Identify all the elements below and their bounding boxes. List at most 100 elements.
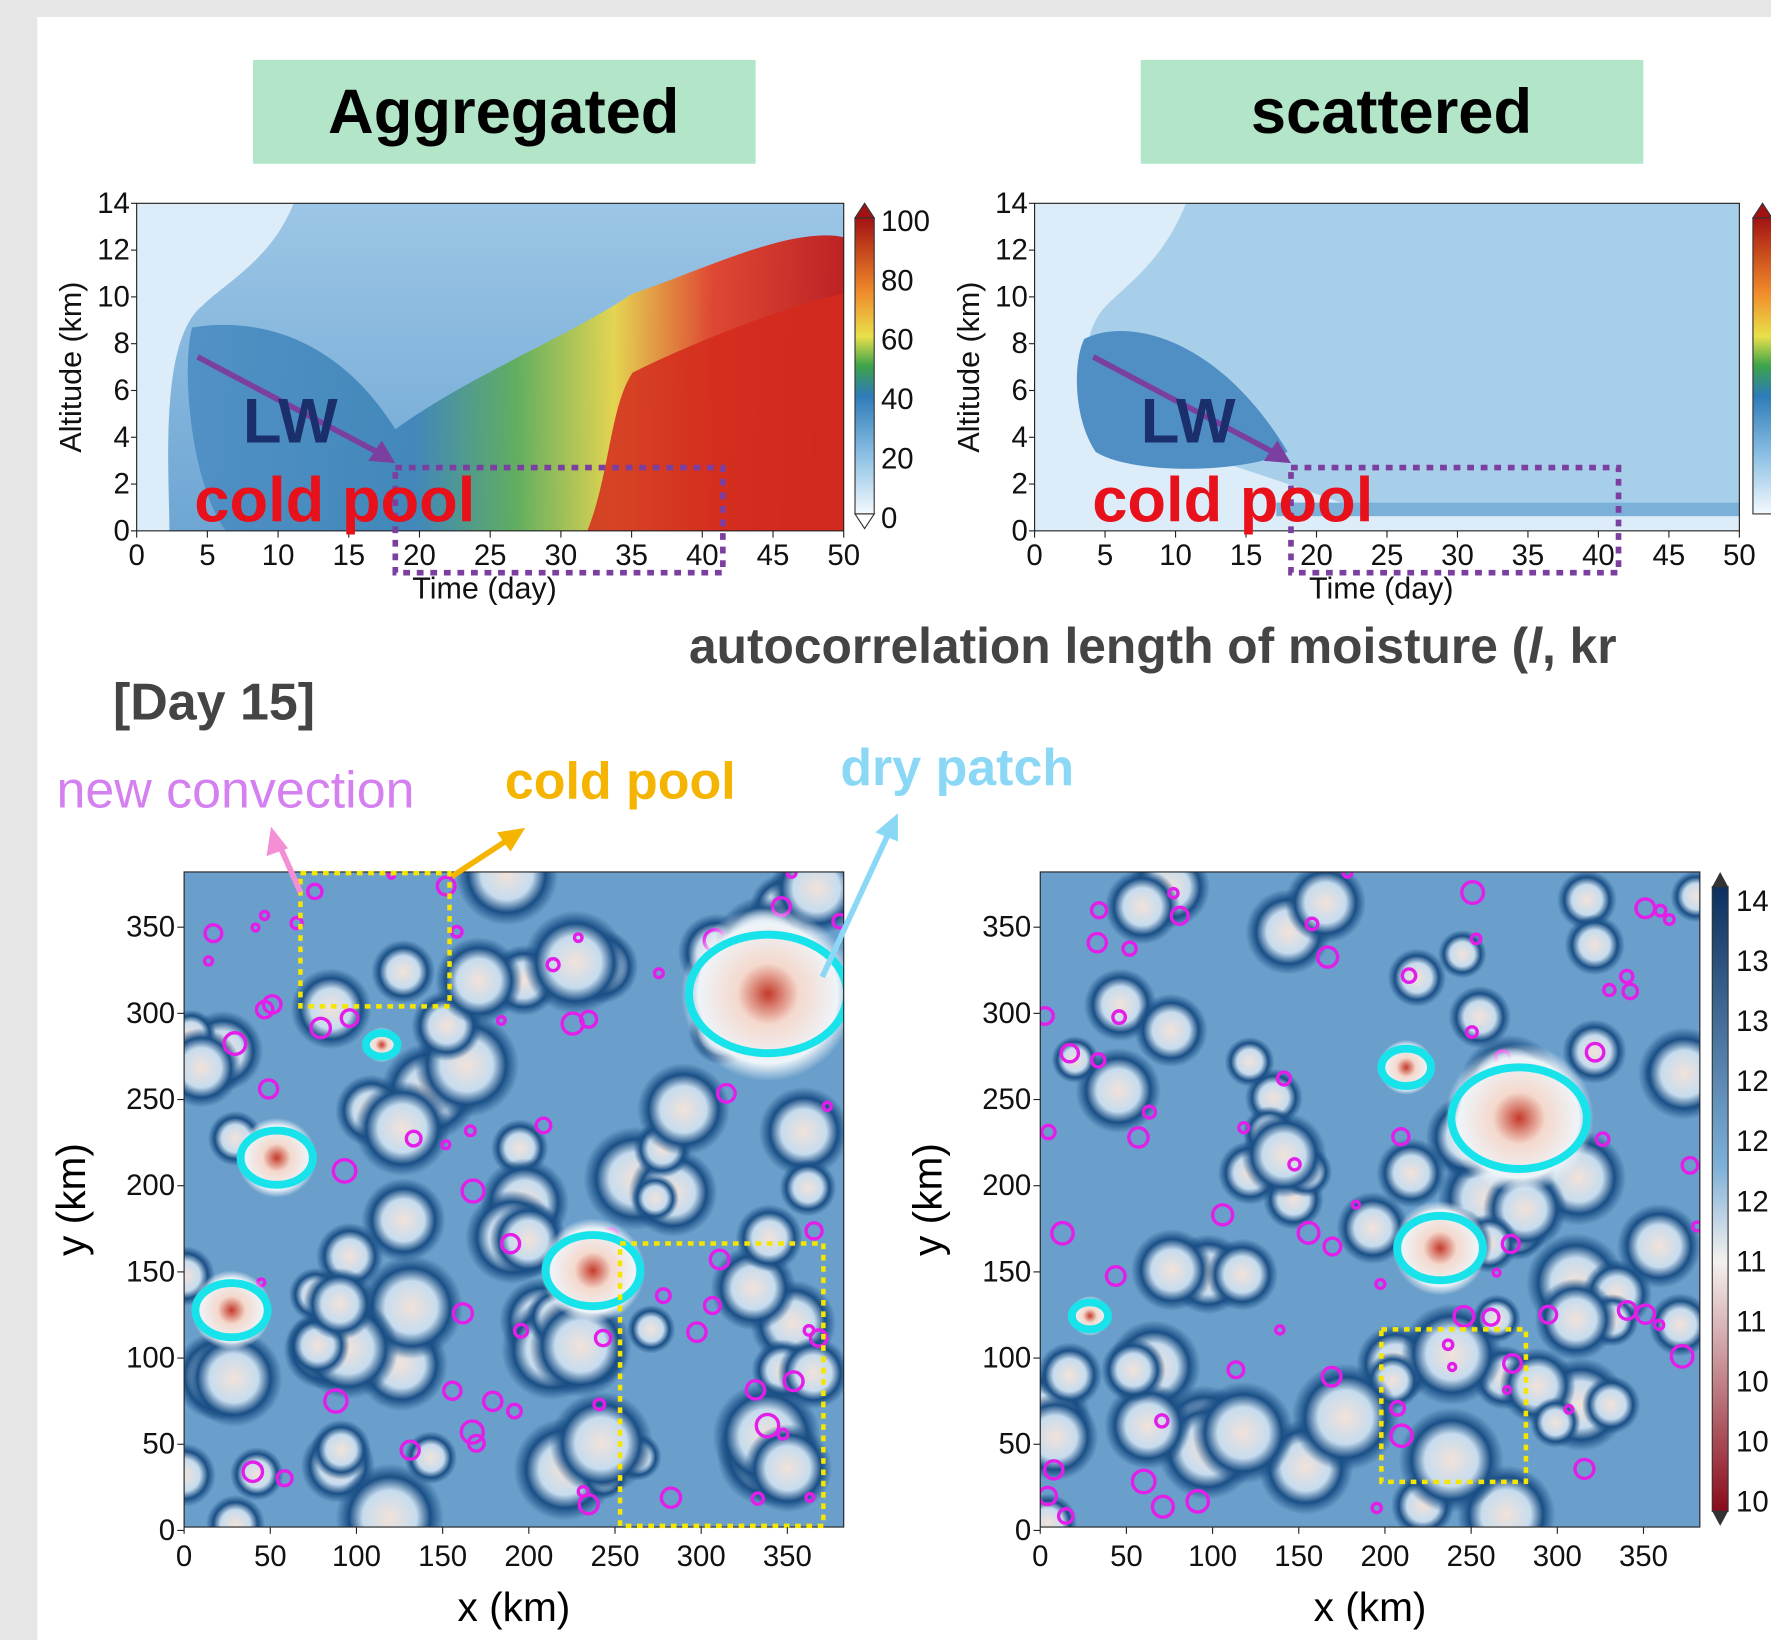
moisture-map	[184, 871, 844, 1528]
y-tick-label: 250	[126, 1083, 175, 1116]
moist-cell	[185, 1329, 283, 1427]
convection	[1400, 967, 1418, 985]
annotation: dry patch	[840, 739, 1074, 797]
moist-cell	[435, 937, 523, 1025]
y-tick-label: 300	[982, 997, 1031, 1030]
x-tick-label: 350	[763, 1540, 812, 1573]
x-tick-label: 35	[615, 539, 648, 572]
convection	[702, 1295, 723, 1316]
annotation: LW	[1141, 386, 1236, 456]
y-tick-label: 10	[97, 280, 130, 313]
annotation: LW	[243, 386, 338, 456]
convection	[1452, 1304, 1476, 1328]
y-tick-label: 0	[1015, 1514, 1031, 1547]
y-tick-label: 150	[982, 1255, 1031, 1288]
convection	[1127, 1126, 1150, 1149]
y-tick-label: 10	[995, 280, 1028, 313]
convection	[250, 922, 261, 933]
x-tick-label: 40	[1582, 539, 1615, 572]
convection	[440, 1139, 452, 1151]
convection	[1653, 903, 1668, 918]
convection	[222, 1031, 248, 1057]
convection	[1210, 1203, 1235, 1227]
y-tick-label: 100	[982, 1342, 1031, 1375]
annotation: cold pool	[505, 753, 736, 811]
convection	[1634, 1303, 1657, 1325]
dry-patch	[236, 1126, 317, 1189]
moist-cell	[354, 1080, 450, 1177]
y-axis-label: y (km)	[904, 1143, 950, 1256]
convection	[309, 1016, 333, 1040]
moist-cell	[523, 910, 627, 1014]
y-tick-label: 2	[114, 468, 130, 501]
convection	[331, 1157, 358, 1184]
y-tick-label: 50	[999, 1428, 1032, 1461]
colorbar-tick-label: 14	[1736, 885, 1769, 918]
convection	[466, 1433, 486, 1453]
dry-patch	[541, 1231, 645, 1311]
colorbar-tick-label: 60	[881, 324, 914, 357]
convection	[782, 1370, 805, 1393]
colorbar-tick-label: 12	[1736, 1065, 1769, 1098]
x-tick-label: 50	[827, 539, 860, 572]
y-tick-label: 250	[982, 1083, 1031, 1116]
convection	[1341, 871, 1354, 879]
moisture-map	[1040, 871, 1700, 1528]
convection	[323, 1388, 349, 1414]
convection	[744, 1379, 767, 1401]
x-tick-label: 300	[677, 1540, 726, 1573]
convection	[1680, 1155, 1700, 1175]
convection	[1154, 1413, 1170, 1429]
convection	[1594, 1131, 1611, 1148]
colorbar-tick-label: 13	[1736, 945, 1769, 978]
moist-cell	[1224, 1036, 1275, 1087]
convection	[831, 912, 844, 930]
moist-cell	[1206, 1238, 1279, 1311]
convection	[1089, 1052, 1107, 1069]
convection	[593, 1328, 613, 1348]
x-tick-label: 350	[1619, 1540, 1668, 1573]
colorbar-tick-label: 40	[881, 383, 914, 416]
y-axis-label: y (km)	[48, 1143, 94, 1256]
convection	[686, 1321, 708, 1344]
convection	[1441, 1338, 1455, 1352]
moist-cell	[311, 1419, 372, 1480]
convection	[1050, 1220, 1075, 1246]
moist-cell	[1134, 993, 1208, 1068]
axes-frame	[183, 871, 845, 1528]
x-tick-label: 10	[262, 539, 295, 572]
x-tick-label: 0	[1026, 539, 1042, 572]
moist-cell	[290, 968, 372, 1050]
convection	[1104, 1264, 1127, 1287]
convection	[512, 1322, 530, 1339]
annotation: new convection	[56, 762, 414, 820]
y-tick-label: 100	[126, 1342, 175, 1375]
x-axis-label: x (km)	[457, 1584, 570, 1630]
moist-cell	[1448, 985, 1511, 1049]
moist-cell	[1040, 1393, 1099, 1481]
convection	[1501, 1384, 1513, 1396]
convection	[1502, 1352, 1523, 1374]
colorbar-tick-label: 12	[1736, 1185, 1769, 1218]
colorbar-tick-label: 20	[881, 443, 914, 476]
y-axis-label: Altitude (km)	[54, 282, 88, 453]
subtitle: autocorrelation length of moisture (l, k…	[689, 618, 1617, 674]
colorbar-tick-label: 11	[1736, 1305, 1766, 1338]
convection	[202, 955, 215, 967]
convection	[1652, 1318, 1666, 1332]
convection	[203, 923, 224, 944]
convection	[1538, 1304, 1559, 1325]
y-tick-label: 8	[114, 327, 130, 360]
convection	[1320, 1365, 1343, 1388]
moist-cell	[1101, 1337, 1166, 1403]
convection	[1040, 1123, 1057, 1141]
moist-cell	[1564, 914, 1625, 976]
x-tick-label: 45	[1653, 539, 1686, 572]
axes-frame	[1039, 871, 1701, 1528]
moist-cell	[1472, 1294, 1521, 1343]
moist-cell	[1581, 1375, 1641, 1434]
y-tick-label: 350	[982, 911, 1031, 944]
y-tick-label: 12	[97, 234, 130, 267]
convection	[495, 1014, 507, 1027]
